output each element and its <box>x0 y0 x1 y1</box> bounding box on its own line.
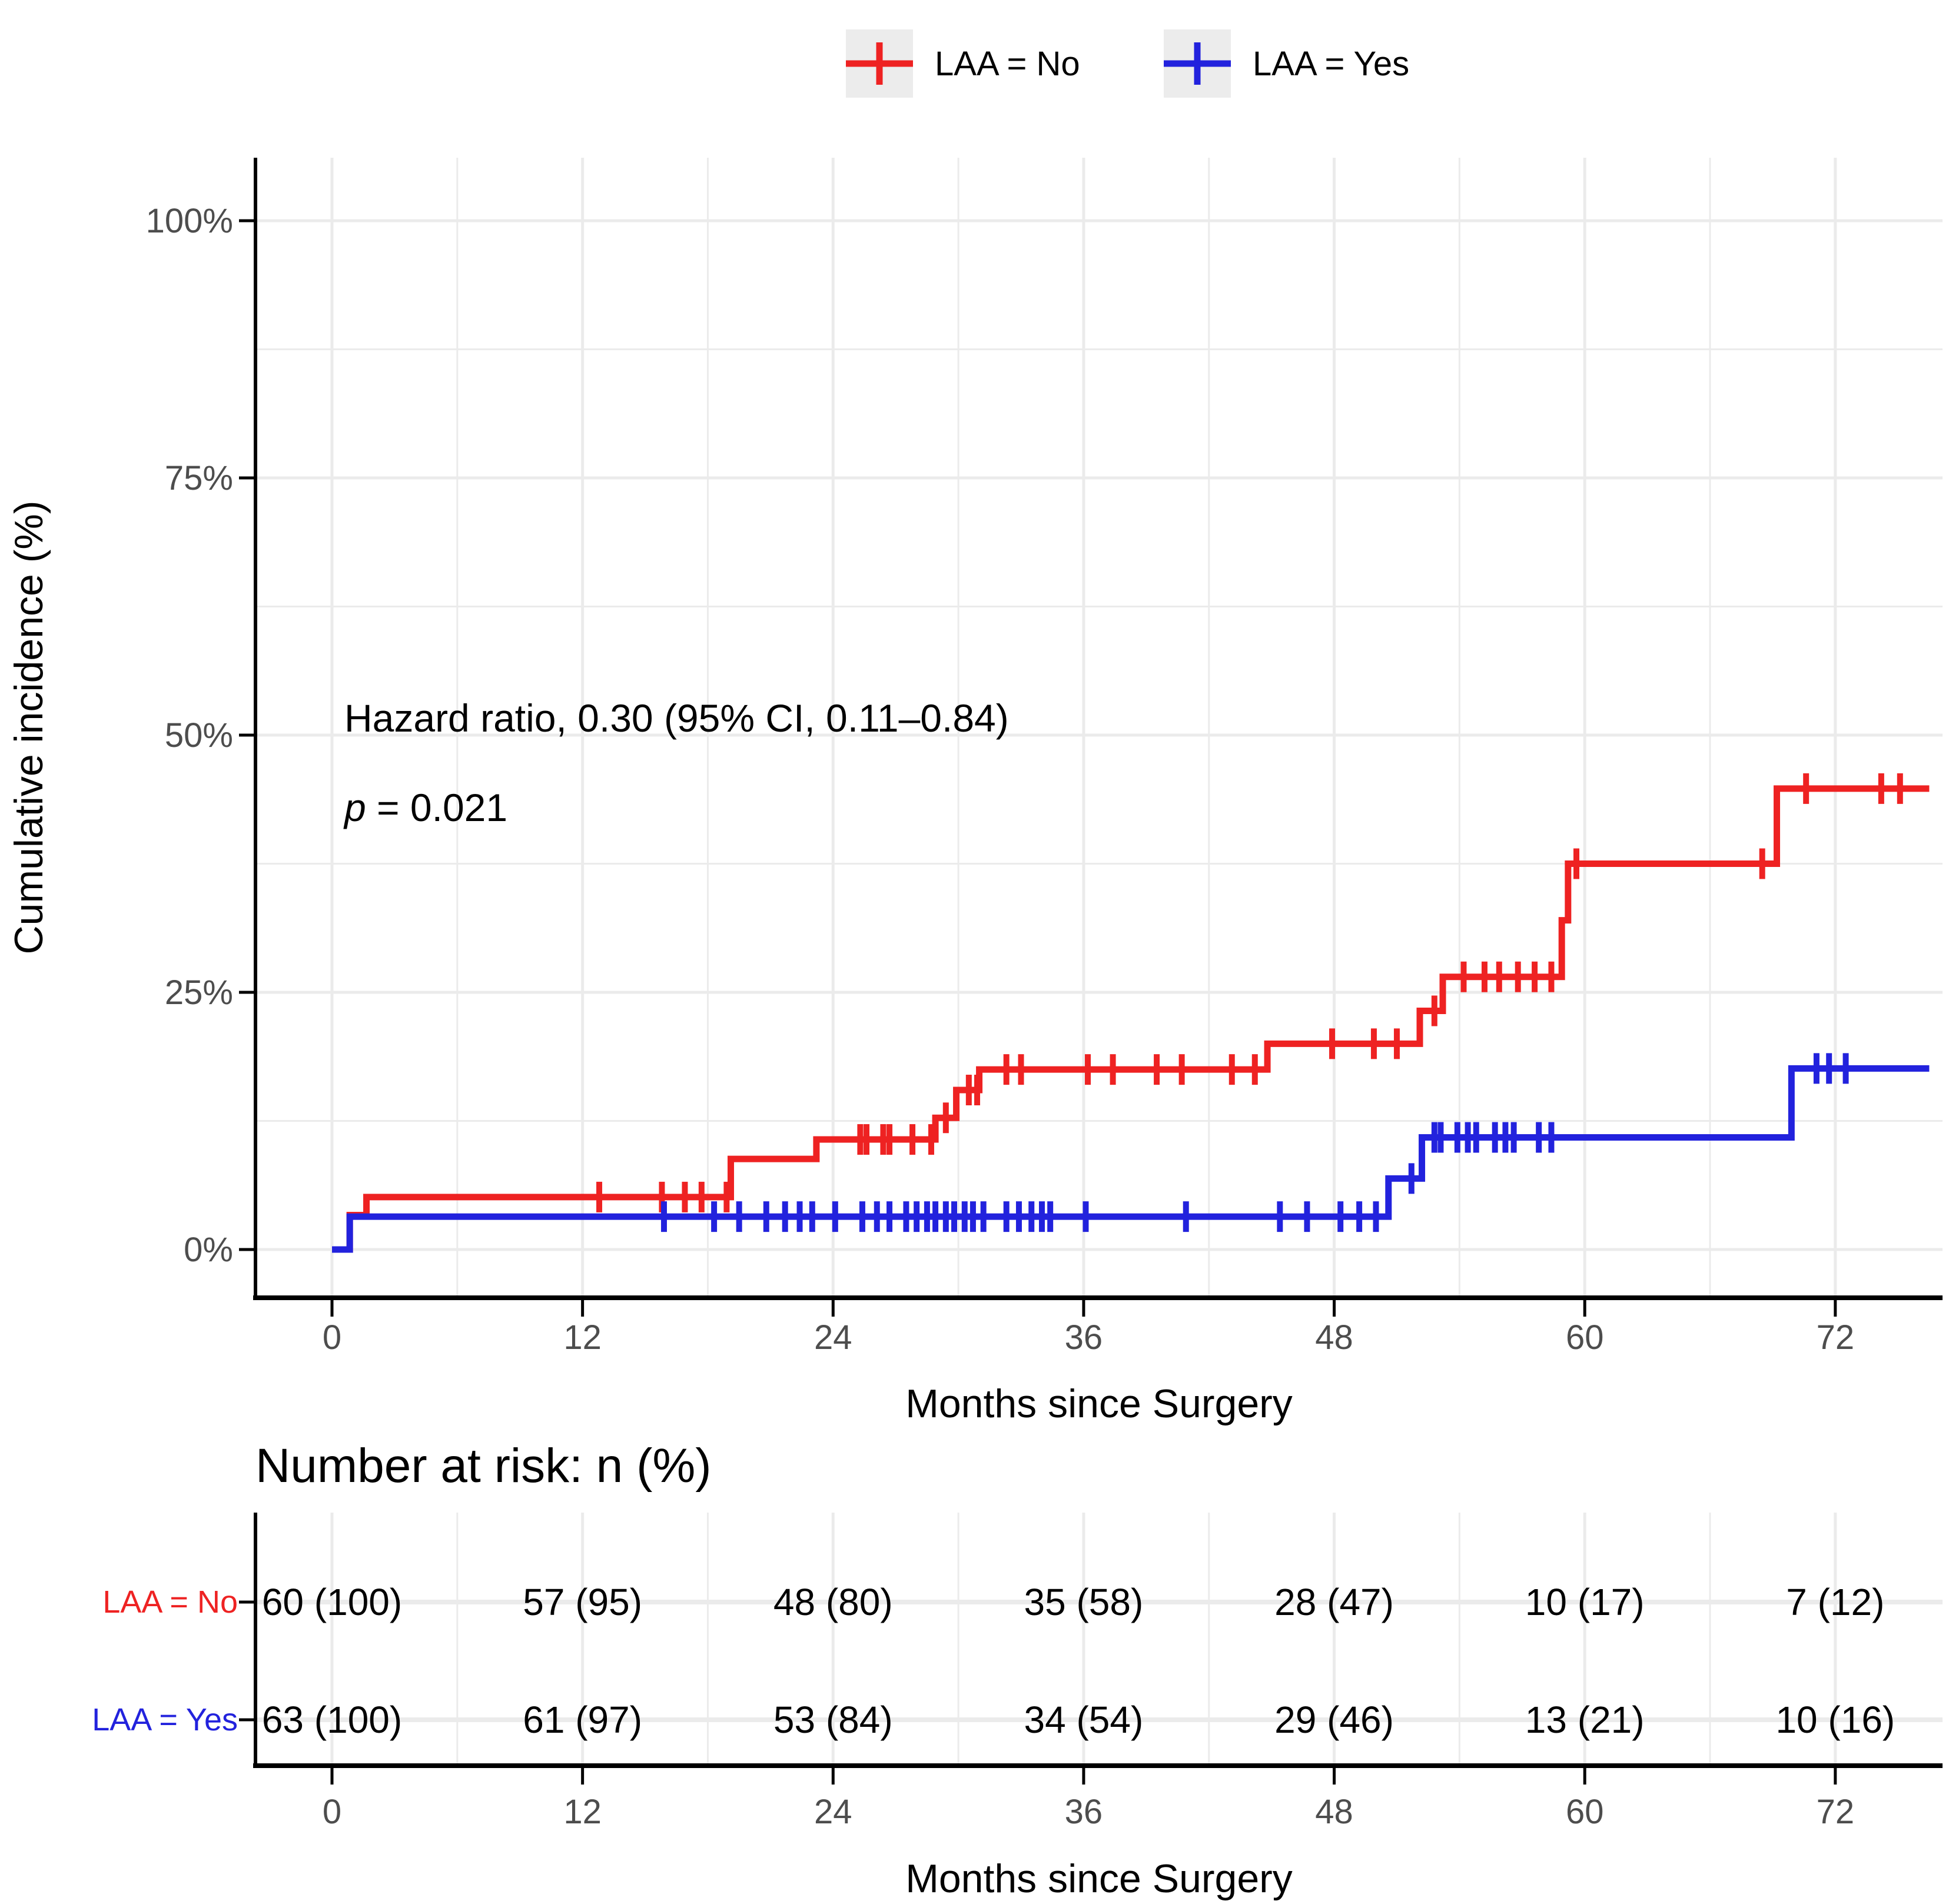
main-plot-ticks: 0 12 24 36 48 60 72 0% 25% 50% 75% 100% <box>146 202 1854 1357</box>
legend-label-laa-no: LAA = No <box>935 45 1080 83</box>
risk-value: 13 (21) <box>1525 1699 1645 1741</box>
annotation-layer: Hazard ratio, 0.30 (95% CI, 0.11–0.84) p… <box>343 696 1009 829</box>
main-plot-gridlines <box>255 158 1943 1298</box>
risk-value: 34 (54) <box>1024 1699 1144 1741</box>
main-plot-axes <box>253 158 1943 1300</box>
risk-table-x-axis-title: Months since Surgery <box>905 1856 1293 1901</box>
survival-curves <box>332 773 1930 1253</box>
table-x-tick-label-0: 0 <box>323 1793 341 1831</box>
x-tick-label-36: 36 <box>1065 1318 1103 1357</box>
hazard-ratio-annotation: Hazard ratio, 0.30 (95% CI, 0.11–0.84) <box>344 696 1009 740</box>
p-symbol: p <box>343 786 366 829</box>
table-x-tick-label-60: 60 <box>1566 1793 1604 1831</box>
table-x-tick-label-36: 36 <box>1065 1793 1103 1831</box>
survival-curve-laa---no <box>332 785 1930 1253</box>
table-x-tick-label-72: 72 <box>1817 1793 1855 1831</box>
table-x-tick-label-12: 12 <box>563 1793 602 1831</box>
x-tick-label-12: 12 <box>563 1318 602 1357</box>
risk-table-title: Number at risk: n (%) <box>255 1439 712 1493</box>
y-tick-label-25: 25% <box>165 973 233 1012</box>
risk-value: 53 (84) <box>773 1699 893 1741</box>
risk-table-axes <box>253 1513 1943 1768</box>
y-tick-label-0: 0% <box>184 1231 233 1269</box>
risk-value: 10 (17) <box>1525 1581 1645 1623</box>
risk-value: 29 (46) <box>1274 1699 1394 1741</box>
main-x-axis-title: Months since Surgery <box>905 1381 1293 1426</box>
x-tick-label-0: 0 <box>323 1318 341 1357</box>
risk-value: 48 (80) <box>773 1581 893 1623</box>
risk-row-label-laa-yes: LAA = Yes <box>92 1702 238 1737</box>
risk-value: 60 (100) <box>262 1581 402 1623</box>
risk-table-gridlines <box>255 1513 1943 1766</box>
x-tick-label-72: 72 <box>1817 1318 1855 1357</box>
table-x-tick-label-24: 24 <box>814 1793 852 1831</box>
x-tick-label-24: 24 <box>814 1318 852 1357</box>
risk-value: 28 (47) <box>1274 1581 1394 1623</box>
risk-value: 63 (100) <box>262 1699 402 1741</box>
x-tick-label-60: 60 <box>1566 1318 1604 1357</box>
y-axis-title: Cumulative incidence (%) <box>6 501 51 955</box>
risk-value: 10 (16) <box>1775 1699 1895 1741</box>
p-value-text: = 0.021 <box>366 786 507 829</box>
y-tick-label-50: 50% <box>165 716 233 755</box>
survival-curve-laa---yes <box>332 1065 1930 1253</box>
risk-table-content: 60 (100) 57 (95) 48 (80) 35 (58) 28 (47) 10 (… <box>239 1581 1895 1831</box>
table-x-tick-label-48: 48 <box>1315 1793 1353 1831</box>
y-tick-label-100: 100% <box>146 202 233 240</box>
legend: LAA = No LAA = Yes <box>846 29 1409 98</box>
risk-row-label-laa-no: LAA = No <box>102 1584 238 1620</box>
y-tick-label-75: 75% <box>165 459 233 497</box>
risk-value: 7 (12) <box>1786 1581 1884 1623</box>
risk-value: 61 (97) <box>523 1699 642 1741</box>
x-tick-label-48: 48 <box>1315 1318 1353 1357</box>
p-value-annotation: p = 0.021 <box>343 786 507 829</box>
legend-label-laa-yes: LAA = Yes <box>1253 45 1409 83</box>
risk-value: 57 (95) <box>523 1581 642 1623</box>
risk-value: 35 (58) <box>1024 1581 1144 1623</box>
